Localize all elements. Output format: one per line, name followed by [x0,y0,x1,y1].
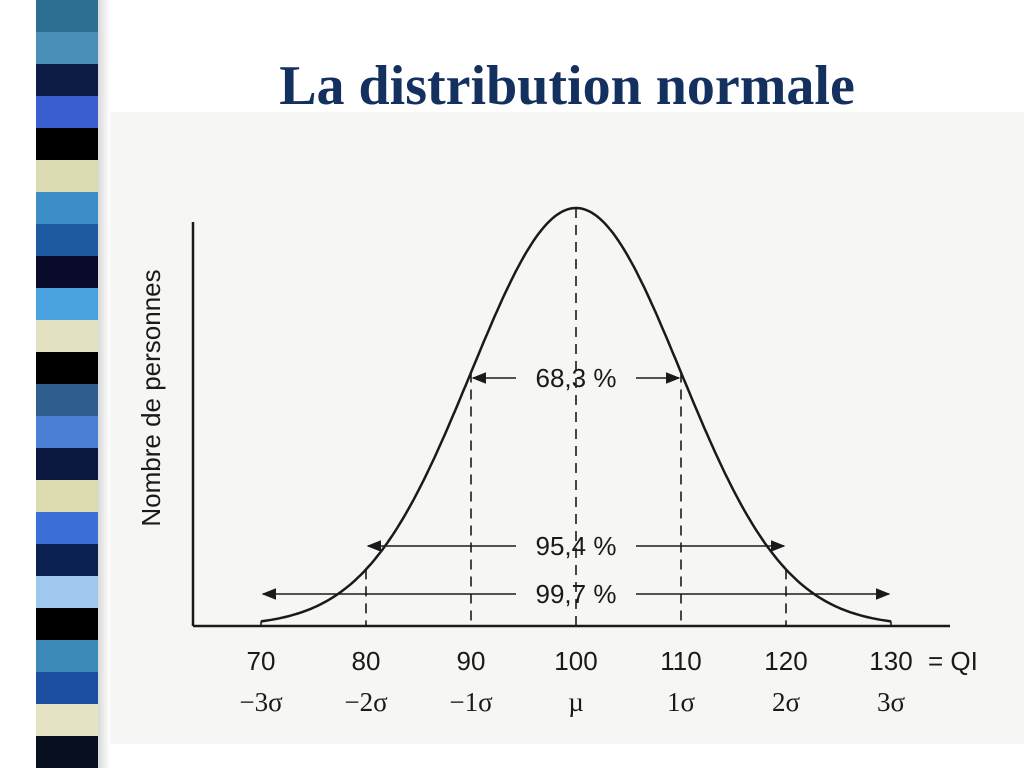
strip-stripe [36,640,98,672]
strip-stripe [36,736,98,768]
strip-shadow [98,0,110,768]
range-label: 99,7 % [536,579,617,609]
strip-stripe [36,352,98,384]
strip-stripe [36,512,98,544]
strip-stripe [36,128,98,160]
strip-stripe [36,672,98,704]
x-tick-label: 110 [660,646,701,676]
x-sigma-label: 1σ [667,687,696,717]
strip-stripe [36,448,98,480]
range-label: 68,3 % [536,363,617,393]
strip-stripe [36,0,98,32]
decorative-side-strip [36,0,98,768]
strip-stripe [36,192,98,224]
strip-stripe [36,96,98,128]
y-axis-label: Nombre de personnes [136,269,166,526]
x-unit-label: = QI [928,646,978,676]
strip-stripe [36,320,98,352]
strip-stripe [36,288,98,320]
strip-stripe [36,416,98,448]
x-sigma-label: −1σ [449,687,493,717]
strip-stripe [36,160,98,192]
x-sigma-label: −2σ [344,687,388,717]
x-tick-label: 120 [764,646,807,676]
strip-stripe [36,544,98,576]
strip-stripe [36,32,98,64]
x-tick-label: 130 [869,646,912,676]
strip-stripe [36,224,98,256]
strip-stripe [36,704,98,736]
x-sigma-label: 2σ [772,687,801,717]
figure-background [110,112,1024,744]
slide-title: La distribution normale [279,55,855,117]
x-sigma-label: 3σ [877,687,906,717]
x-tick-label: 80 [352,646,381,676]
x-sigma-label: −3σ [239,687,283,717]
range-label: 95,4 % [536,531,617,561]
strip-stripe [36,384,98,416]
x-sigma-label: µ [568,687,584,717]
bell-curve [260,206,892,623]
strip-stripe [36,256,98,288]
strip-stripe [36,608,98,640]
x-tick-label: 100 [554,646,597,676]
strip-stripe [36,576,98,608]
x-tick-label: 90 [457,646,486,676]
strip-stripe [36,64,98,96]
strip-stripe [36,480,98,512]
x-tick-label: 70 [247,646,276,676]
